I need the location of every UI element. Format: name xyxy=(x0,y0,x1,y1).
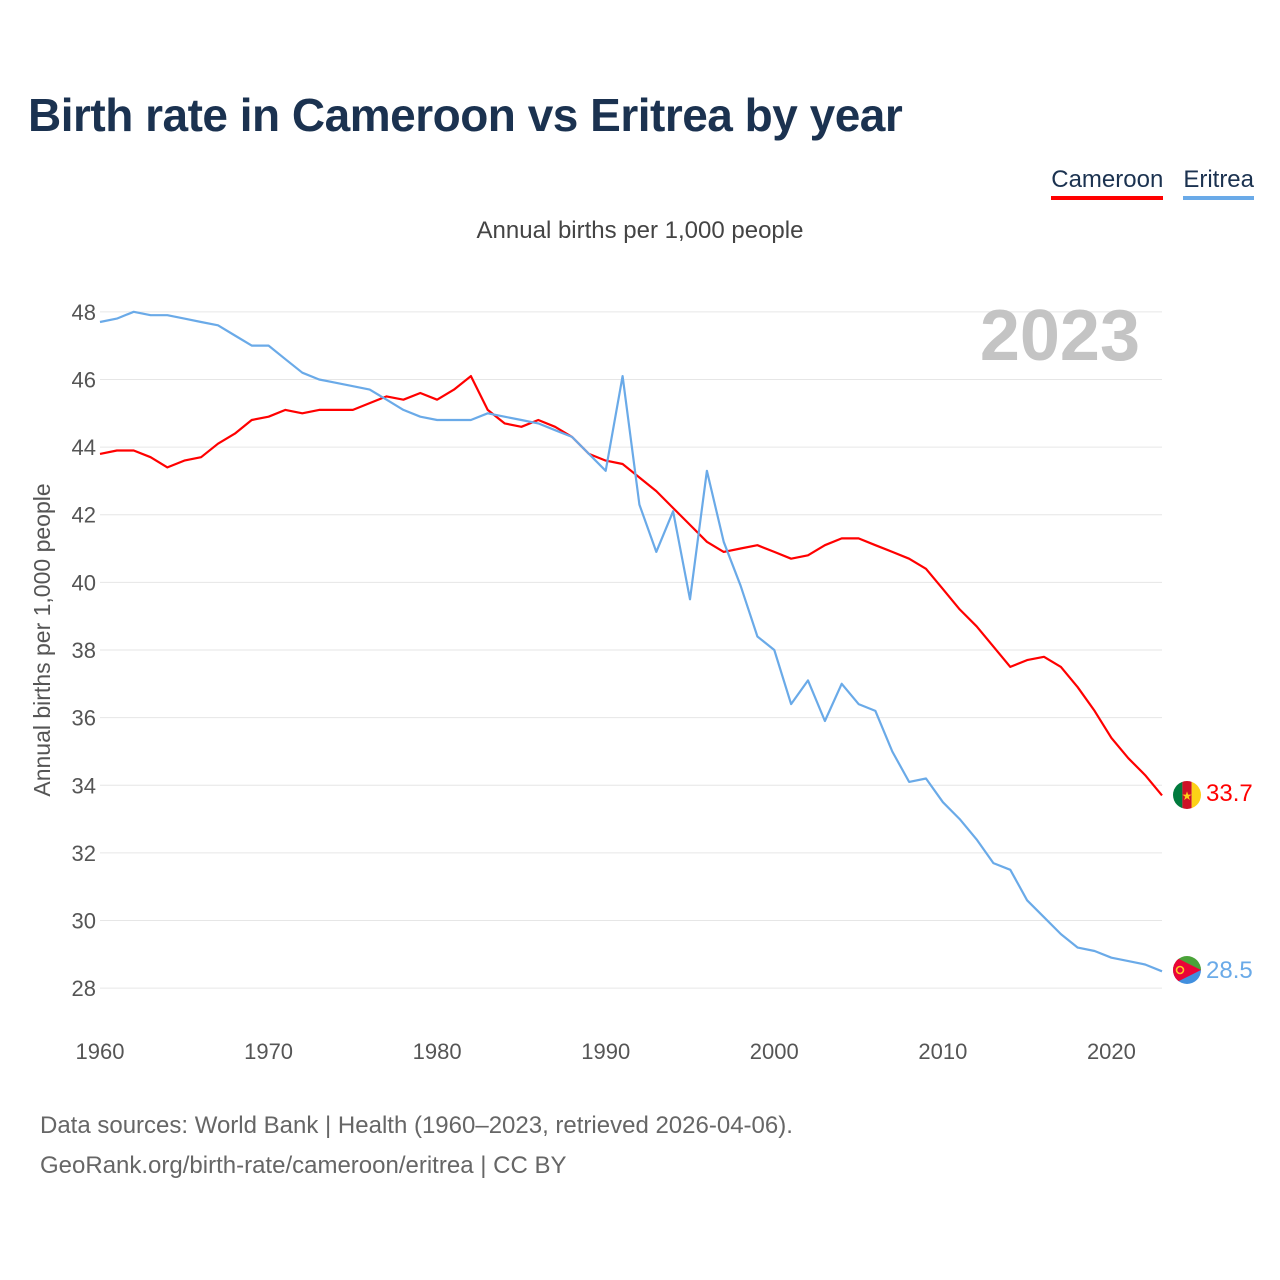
y-tick-label: 48 xyxy=(72,300,96,325)
series-lines xyxy=(99,310,1163,973)
y-tick-label: 44 xyxy=(72,435,96,460)
gridlines xyxy=(100,311,1162,989)
year-watermark: 2023 xyxy=(980,296,1140,376)
line-chart: 2023 28 30 32 34 36 38 40 42 44 46 48 1960 1970 1980… xyxy=(29,296,1253,1064)
chart-subtitle: Annual births per 1,000 people xyxy=(476,217,804,244)
x-tick-label: 2000 xyxy=(750,1039,799,1064)
y-tick-label: 40 xyxy=(72,570,96,595)
x-tick-label: 2020 xyxy=(1087,1039,1136,1064)
eritrea-end-value: 28.5 xyxy=(1206,957,1253,984)
legend-item-eritrea[interactable]: Eritrea xyxy=(1183,166,1254,200)
x-tick-label: 1960 xyxy=(76,1039,125,1064)
eritrea-flag xyxy=(1173,956,1201,984)
page-title: Birth rate in Cameroon vs Eritrea by yea… xyxy=(28,89,903,141)
y-tick-label: 38 xyxy=(72,638,96,663)
legend-item-cameroon[interactable]: Cameroon xyxy=(1051,166,1164,200)
x-tick-label: 1980 xyxy=(413,1039,462,1064)
y-tick-label: 34 xyxy=(72,773,96,798)
svg-text:★: ★ xyxy=(1182,789,1193,803)
x-axis-ticks: 1960 1970 1980 1990 2000 2010 2020 xyxy=(76,1039,1136,1064)
series-line-eritrea[interactable] xyxy=(99,310,1163,973)
y-tick-label: 36 xyxy=(72,706,96,731)
y-axis-ticks: 28 30 32 34 36 38 40 42 44 46 48 xyxy=(72,300,96,1001)
x-tick-label: 2010 xyxy=(918,1039,967,1064)
y-tick-label: 46 xyxy=(72,367,96,392)
cameroon-flag: ★ xyxy=(1173,781,1201,809)
footer: Data sources: World Bank | Health (1960–… xyxy=(40,1106,793,1186)
y-tick-label: 32 xyxy=(72,841,96,866)
y-tick-label: 28 xyxy=(72,976,96,1001)
cameroon-end-value: 33.7 xyxy=(1206,780,1253,807)
y-tick-label: 42 xyxy=(72,503,96,528)
legend: Cameroon Eritrea xyxy=(1051,166,1254,200)
series-line-cameroon[interactable] xyxy=(99,375,1163,797)
x-tick-label: 1990 xyxy=(581,1039,630,1064)
data-sources: Data sources: World Bank | Health (1960–… xyxy=(40,1112,793,1139)
x-tick-label: 1970 xyxy=(244,1039,293,1064)
source-link[interactable]: GeoRank.org/birth-rate/cameroon/eritrea … xyxy=(40,1152,567,1179)
y-tick-label: 30 xyxy=(72,909,96,934)
y-axis-label: Annual births per 1,000 people xyxy=(29,483,55,796)
